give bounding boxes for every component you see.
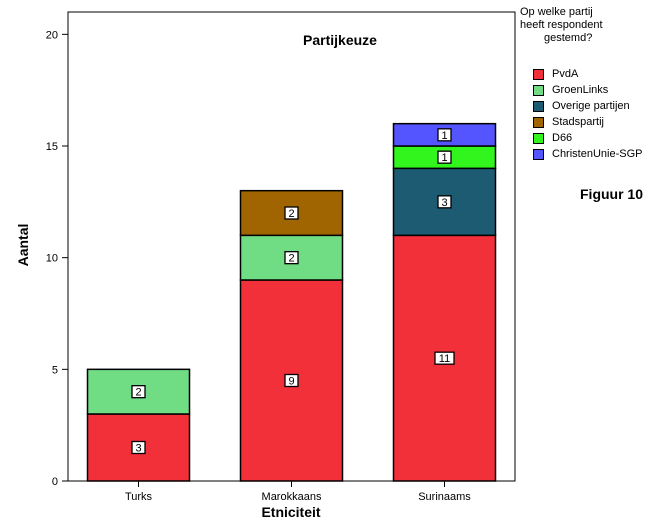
x-axis-label: Etniciteit — [261, 504, 320, 520]
data-label-box — [284, 373, 299, 388]
data-label-box — [131, 440, 146, 455]
x-tick-label: Marokkaans — [262, 491, 322, 503]
legend-title-line-2: heeft respondent — [520, 19, 603, 31]
legend-swatch — [533, 148, 544, 160]
data-label: 2 — [288, 253, 294, 265]
data-label: 11 — [439, 353, 450, 365]
legend-label: D66 — [552, 132, 573, 144]
legend: PvdA GroenLinks Overige partijen Stadsparti… — [533, 67, 642, 163]
legend-swatch — [533, 116, 544, 128]
data-label-box — [284, 206, 299, 220]
legend-title: Op welke partij heeft respondent gestemd… — [520, 6, 653, 45]
y-tick-label: 20 — [46, 29, 58, 41]
legend-title-line-3: gestemd? — [544, 32, 593, 44]
legend-title-line-1: Op welke partij — [520, 6, 593, 18]
y-tick-label: 0 — [52, 476, 58, 488]
data-label-box — [437, 150, 452, 164]
legend-label: PvdA — [552, 68, 579, 80]
y-tick-label: 15 — [46, 141, 58, 153]
y-tick-label: 5 — [52, 364, 58, 376]
x-axis: Turks Marokkaans Surinaams — [125, 481, 471, 503]
legend-item: Stadspartij — [533, 115, 642, 129]
legend-swatch — [533, 84, 544, 96]
legend-swatch — [533, 100, 544, 112]
data-label: 1 — [441, 152, 447, 164]
legend-item: GroenLinks — [533, 83, 642, 97]
legend-item: PvdA — [533, 67, 642, 81]
data-label-box — [434, 351, 455, 365]
data-label-box — [437, 195, 452, 209]
data-label: 3 — [135, 443, 141, 455]
y-axis-label: Aantal — [15, 224, 31, 267]
legend-label: ChristenUnie-SGP — [552, 148, 643, 160]
legend-swatch — [533, 68, 544, 80]
legend-label: Overige partijen — [552, 100, 630, 112]
data-label-box — [284, 251, 299, 265]
y-axis: 0 5 10 15 20 — [46, 29, 68, 488]
data-label: 2 — [288, 208, 294, 220]
chart-title: Partijkeuze — [303, 32, 377, 48]
data-label: 1 — [441, 130, 447, 142]
data-label: 2 — [135, 387, 141, 399]
data-label: 9 — [288, 376, 294, 388]
legend-item: Overige partijen — [533, 99, 642, 113]
legend-label: Stadspartij — [552, 116, 604, 128]
data-label-box — [131, 385, 146, 399]
x-tick-label: Surinaams — [418, 491, 471, 503]
y-tick-label: 10 — [46, 253, 58, 265]
legend-label: GroenLinks — [552, 84, 609, 96]
data-label: 3 — [441, 197, 447, 209]
legend-item: ChristenUnie-SGP — [533, 147, 642, 161]
data-label-box — [437, 128, 452, 142]
legend-swatch — [533, 132, 544, 144]
legend-item: D66 — [533, 131, 642, 145]
x-tick-label: Turks — [125, 491, 153, 503]
figure-caption: Figuur 10 — [580, 186, 644, 202]
